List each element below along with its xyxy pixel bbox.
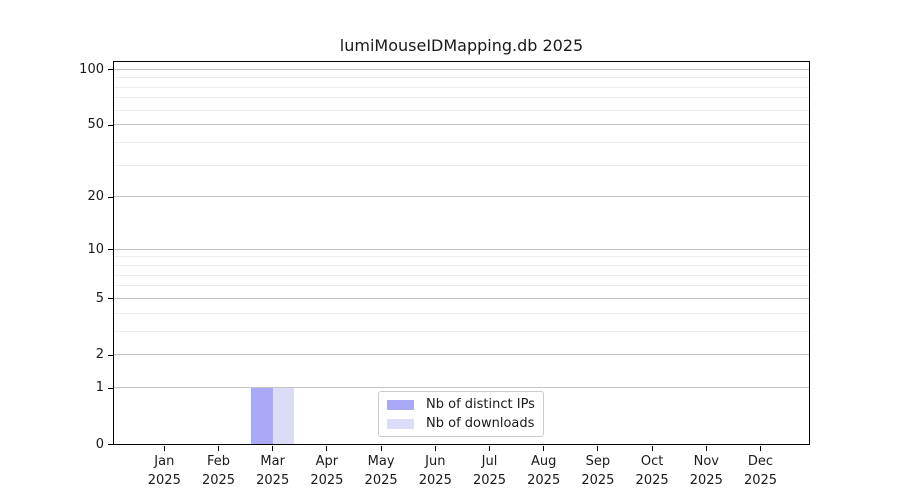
x-axis-tick-label: Feb 2025 [201, 454, 236, 488]
y-axis-tick [108, 69, 113, 71]
x-axis-tick-label: May 2025 [364, 454, 398, 488]
gridline-minor [113, 141, 810, 143]
legend-item-downloads: Nb of downloads [387, 414, 535, 433]
x-axis-tick-label: Dec 2025 [743, 454, 778, 488]
gridline-major [113, 196, 810, 198]
x-axis-tick [218, 445, 219, 451]
legend-swatch-downloads-icon [387, 418, 414, 429]
x-axis-tick [597, 445, 599, 451]
y-axis-tick-label: 0 [95, 436, 104, 452]
x-axis-tick [651, 445, 653, 451]
x-axis-tick [543, 445, 545, 451]
y-axis-tick [108, 354, 113, 356]
x-axis-tick [272, 445, 274, 451]
x-axis-tick-label: Nov 2025 [689, 454, 723, 488]
x-axis-tick-label: Oct 2025 [635, 454, 669, 488]
x-axis-tick [760, 445, 761, 451]
gridline-minor [113, 77, 810, 79]
gridline-minor [113, 256, 810, 258]
gridline-minor [113, 274, 810, 276]
gridline-minor [113, 285, 810, 287]
gridline-minor [113, 86, 810, 88]
plot-area [113, 61, 810, 445]
y-axis-tick-label: 2 [95, 347, 104, 363]
y-axis-tick [108, 444, 113, 445]
x-axis-tick [489, 445, 490, 451]
x-axis-tick [163, 445, 165, 451]
gridline-major [113, 354, 810, 356]
gridline-major [113, 124, 810, 126]
y-axis-tick [108, 387, 113, 389]
gridline-major [113, 387, 810, 389]
y-axis-tick-label: 10 [87, 241, 104, 257]
bar-nb-of-downloads-mar [272, 387, 295, 444]
x-axis-tick [380, 445, 382, 451]
x-axis-tick [705, 445, 707, 451]
x-axis-tick-label: Jun 2025 [418, 454, 452, 488]
gridline-minor [113, 97, 810, 99]
y-axis-tick-label: 20 [87, 189, 104, 205]
x-axis-tick-label: Apr 2025 [310, 454, 344, 488]
x-axis-tick-label: Jul 2025 [472, 454, 507, 488]
y-axis-tick [108, 298, 113, 300]
x-axis-tick-label: Aug 2025 [527, 454, 561, 488]
gridline-major [113, 297, 810, 299]
gridline-major [113, 248, 810, 250]
x-axis-tick-label: Jan 2025 [147, 454, 181, 488]
y-axis-tick-label: 5 [95, 290, 104, 306]
y-axis-tick [108, 249, 113, 251]
x-axis-tick-label: Mar 2025 [256, 454, 290, 488]
gridline-minor [113, 330, 810, 332]
legend-label-downloads: Nb of downloads [426, 416, 535, 431]
gridline-minor [113, 265, 810, 267]
x-axis-tick [434, 445, 436, 451]
chart-title: lumiMouseIDMapping.db 2025 [339, 36, 584, 55]
bar-nb-of-distinct-ips-mar [251, 387, 273, 444]
y-axis-tick [108, 196, 113, 198]
y-axis-tick-label: 1 [95, 380, 104, 396]
gridline-minor [113, 109, 810, 111]
legend-swatch-distinct-ips-icon [387, 399, 414, 410]
x-axis-tick [326, 445, 328, 451]
legend: Nb of distinct IPs Nb of downloads [378, 391, 544, 437]
x-axis-tick-label: Sep 2025 [581, 454, 615, 488]
legend-label-distinct-ips: Nb of distinct IPs [426, 397, 535, 412]
gridline-minor [113, 164, 810, 166]
y-axis-tick-label: 100 [79, 61, 104, 77]
y-axis-tick-label: 50 [87, 117, 104, 133]
gridline-major [113, 68, 810, 70]
legend-item-distinct-ips: Nb of distinct IPs [387, 395, 535, 414]
y-axis-tick [108, 124, 113, 126]
gridline-minor [113, 312, 810, 314]
